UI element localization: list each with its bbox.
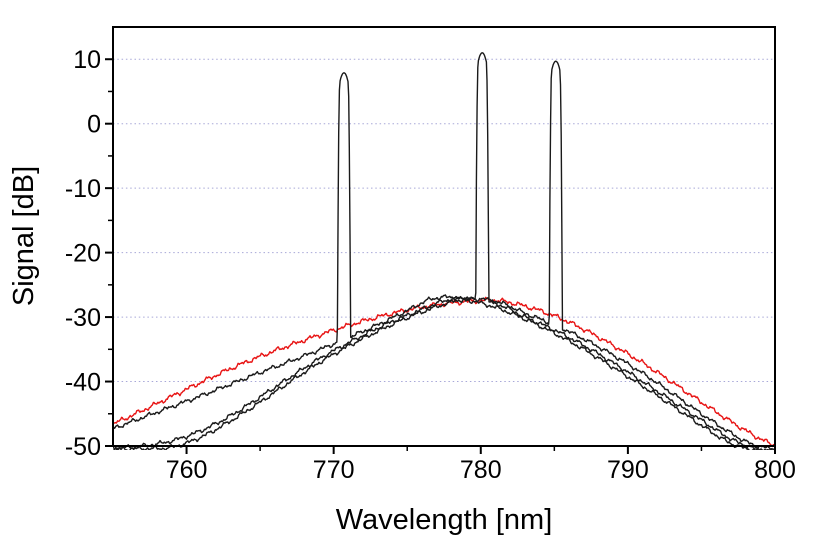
black-trace-seeded-785nm [113, 60, 775, 450]
y-tick-label: -10 [65, 175, 101, 203]
plot-frame [112, 26, 776, 447]
x-axis-title: Wavelength [nm] [335, 504, 553, 536]
x-tick-label: 800 [754, 456, 796, 484]
y-tick-label: 10 [73, 46, 101, 74]
y-axis-title: Signal [dB] [8, 165, 40, 307]
black-trace-seeded-771nm [113, 72, 764, 450]
red-broad-spectrum [113, 296, 775, 448]
y-tick-label: 0 [87, 110, 101, 138]
axis-ticks [105, 58, 776, 454]
y-tick-label: -40 [65, 368, 101, 396]
y-tick-label: -30 [65, 304, 101, 332]
black-trace-seeded-780nm [113, 52, 775, 450]
x-tick-label: 780 [460, 456, 502, 484]
y-tick-label: -50 [65, 433, 101, 461]
x-tick-label: 770 [313, 456, 355, 484]
y-tick-label: -20 [65, 239, 101, 267]
x-tick-label: 790 [607, 456, 649, 484]
x-tick-label: 760 [166, 456, 208, 484]
